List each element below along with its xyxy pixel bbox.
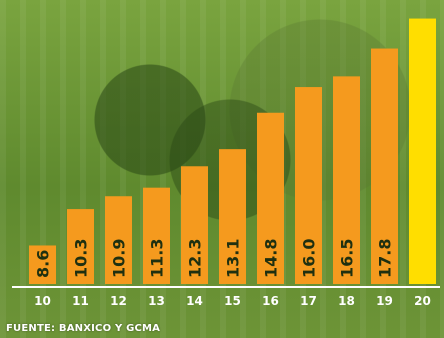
- bar-19: [371, 48, 398, 284]
- x-tick-label-14: 14: [186, 294, 203, 308]
- x-tick-label-10: 10: [34, 294, 51, 308]
- data-label-18: 16.5: [338, 239, 357, 278]
- x-tick-label-11: 11: [72, 294, 89, 308]
- data-label-11: 10.3: [72, 239, 91, 278]
- x-tick-label-18: 18: [338, 294, 355, 308]
- x-tick-label-12: 12: [110, 294, 127, 308]
- data-label-13: 11.3: [148, 239, 167, 278]
- x-tick-label-17: 17: [300, 294, 317, 308]
- bar-12: [105, 196, 132, 284]
- x-tick-label-20: 20: [414, 294, 431, 308]
- x-tick-label-19: 19: [376, 294, 393, 308]
- bar-10: [29, 245, 56, 284]
- data-label-16: 14.8: [262, 239, 281, 278]
- data-label-12: 10.9: [110, 239, 129, 278]
- bar-20: [409, 18, 436, 284]
- bar-14: [181, 166, 208, 284]
- bar-13: [143, 187, 170, 284]
- bar-11: [67, 209, 94, 284]
- bar-16: [257, 112, 284, 284]
- bar-18: [333, 76, 360, 284]
- x-tick-label-15: 15: [224, 294, 241, 308]
- data-label-19: 17.8: [376, 239, 395, 278]
- bar-15: [219, 149, 246, 284]
- data-label-14: 12.3: [186, 239, 205, 278]
- data-label-15: 13.1: [224, 239, 243, 278]
- x-tick-label-13: 13: [148, 294, 165, 308]
- data-label-17: 16.0: [300, 239, 319, 278]
- source-note: FUENTE: BANXICO Y GCMA: [6, 323, 161, 334]
- data-label-10: 8.6: [34, 250, 53, 278]
- x-tick-label-16: 16: [262, 294, 279, 308]
- bar-17: [295, 87, 322, 284]
